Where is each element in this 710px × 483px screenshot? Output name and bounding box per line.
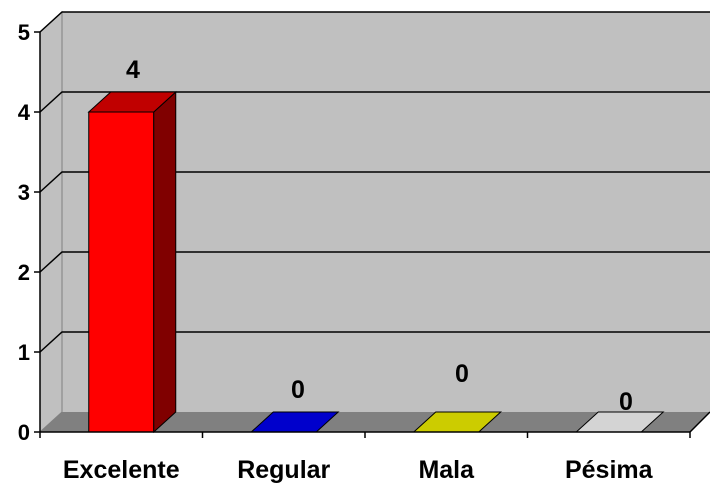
y-tick-label: 4 — [18, 100, 31, 125]
x-tick-label: Mala — [418, 456, 475, 483]
x-tick-label: Pésima — [565, 456, 654, 483]
data-label-pésima: 0 — [619, 388, 633, 416]
y-tick-label: 1 — [18, 340, 30, 365]
gridlines — [39, 11, 710, 353]
bar-side — [153, 90, 177, 434]
data-labels: 4 0 0 0 — [126, 56, 633, 416]
bar-front — [88, 111, 155, 433]
y-axis-ticks: 0 1 2 3 4 5 — [18, 20, 40, 445]
data-label-mala: 0 — [455, 360, 469, 388]
floor-right-edge — [689, 411, 710, 433]
x-tick-label: Regular — [237, 456, 330, 483]
y-tick-label: 2 — [18, 260, 30, 285]
bar-top — [87, 91, 178, 113]
chart-back-wall — [62, 12, 710, 412]
x-tick-label: Excelente — [63, 456, 180, 483]
y-tick-label: 3 — [18, 180, 30, 205]
gridline-4 — [39, 91, 710, 113]
y-tick-label: 0 — [18, 420, 30, 445]
gridline-5 — [39, 11, 710, 33]
y-tick-label: 5 — [18, 20, 30, 45]
gridline-3 — [39, 171, 710, 193]
chart-floor — [40, 412, 710, 432]
chart-side-wall — [39, 10, 63, 434]
data-label-excelente: 4 — [126, 56, 140, 84]
data-label-regular: 0 — [291, 376, 305, 404]
bar-excelente — [87, 90, 178, 434]
x-axis-ticks: Excelente Regular Mala Pésima — [39, 432, 691, 483]
gridline-1 — [39, 331, 710, 353]
gridline-2 — [39, 251, 710, 273]
